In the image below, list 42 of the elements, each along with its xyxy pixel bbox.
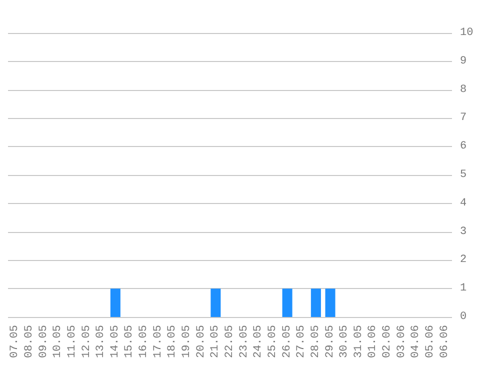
x-tick-label: 22.05 <box>224 325 236 358</box>
x-tick-label: 16.05 <box>138 325 150 358</box>
y-tick-label: 8 <box>460 84 467 96</box>
y-tick-label: 7 <box>460 112 467 124</box>
x-tick-label: 27.05 <box>296 325 308 358</box>
x-tick-label: 29.05 <box>324 325 336 358</box>
y-tick-label: 6 <box>460 140 467 153</box>
x-tick-label: 01.06 <box>367 325 380 358</box>
x-tick-label: 28.05 <box>310 325 322 358</box>
x-tick-label: 14.05 <box>109 325 122 358</box>
x-tick-label: 17.05 <box>152 325 164 358</box>
y-tick-label: 2 <box>460 254 467 266</box>
y-tick-label: 1 <box>460 282 467 295</box>
x-tick-label: 31.05 <box>352 325 365 358</box>
x-tick-label: 10.05 <box>52 325 64 358</box>
y-tick-label: 10 <box>460 27 474 39</box>
y-tick-label: 5 <box>460 169 467 181</box>
x-tick-label: 20.05 <box>195 325 208 358</box>
x-tick-label: 23.05 <box>238 325 250 358</box>
x-tick-label: 30.05 <box>338 325 351 358</box>
x-tick-label: 11.05 <box>66 325 78 358</box>
x-tick-label: 19.05 <box>181 325 194 358</box>
x-tick-label: 21.05 <box>210 325 222 358</box>
x-tick-label: 12.05 <box>80 325 93 358</box>
x-tick-label: 08.05 <box>23 325 36 358</box>
x-tick-label: 13.05 <box>95 325 108 358</box>
x-tick-label: 18.05 <box>166 325 179 358</box>
x-tick-label: 05.06 <box>424 325 437 358</box>
y-tick-label: 3 <box>460 226 467 238</box>
x-tick-label: 15.05 <box>124 325 136 358</box>
y-tick-label: 4 <box>460 197 467 210</box>
x-tick-label: 07.05 <box>9 325 22 358</box>
x-tick-label: 09.05 <box>38 325 50 358</box>
x-tick-label: 25.05 <box>266 325 279 358</box>
x-tick-label: 26.05 <box>281 325 294 358</box>
x-tick-label: 02.06 <box>382 325 394 358</box>
x-tick-label: 04.06 <box>410 325 422 358</box>
y-tick-label: 9 <box>460 55 467 68</box>
y-tick-label: 0 <box>460 311 467 323</box>
x-tick-label: 06.06 <box>438 325 451 358</box>
x-tick-label: 03.06 <box>396 325 408 358</box>
x-tick-label: 24.05 <box>252 325 265 358</box>
